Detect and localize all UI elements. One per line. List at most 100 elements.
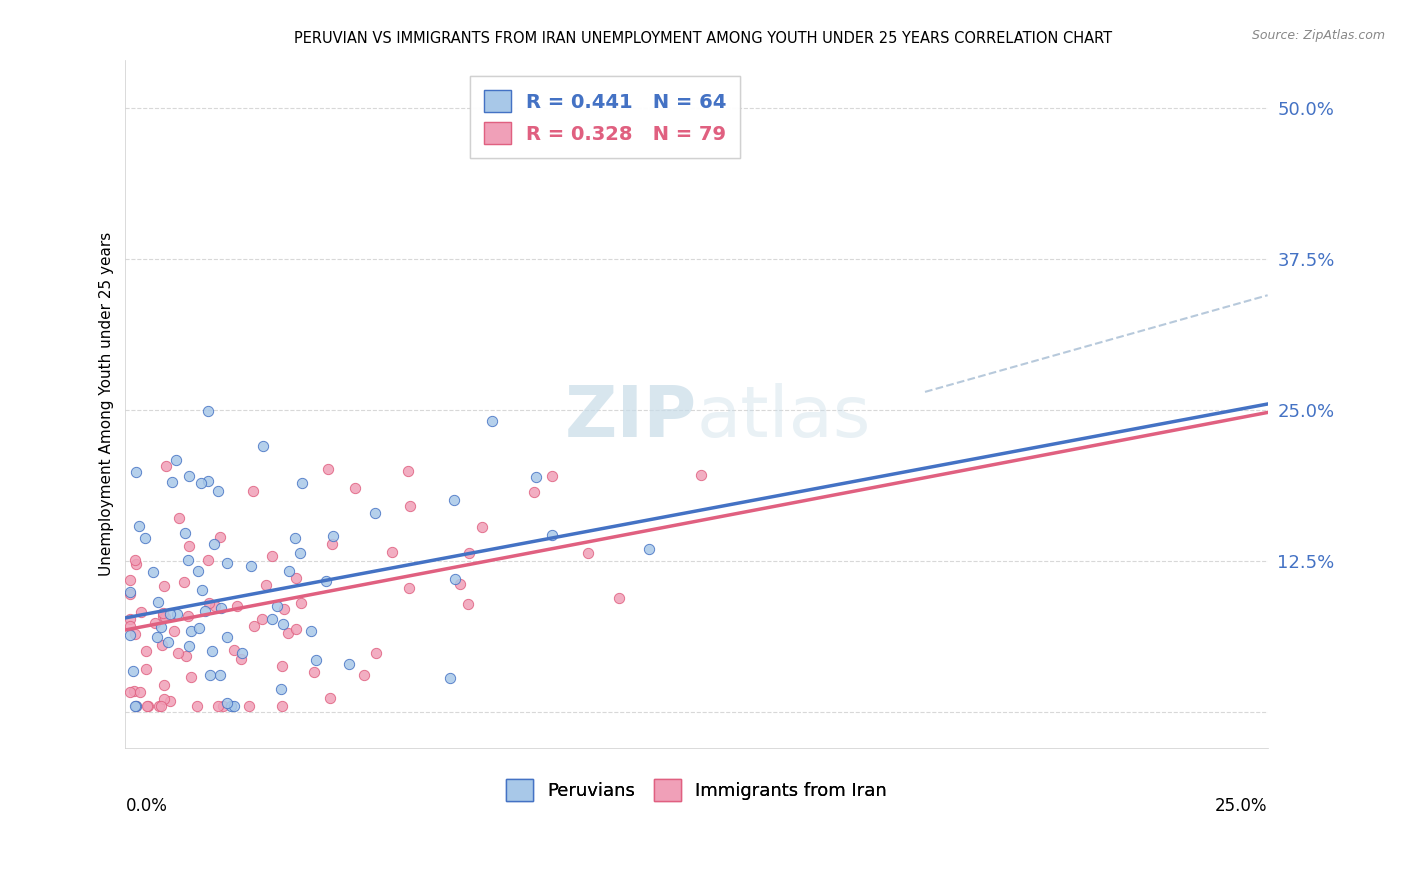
Point: [285, 571, 308, 585]
Point: [190, 475, 212, 490]
Point: [197, 553, 219, 567]
Point: [337, 657, 360, 672]
Point: [207, 483, 229, 498]
Point: [270, 682, 292, 697]
Point: [129, 606, 152, 620]
Point: [128, 519, 150, 533]
Point: [167, 511, 190, 525]
Point: [637, 542, 659, 557]
Text: ZIP: ZIP: [564, 384, 696, 452]
Point: [153, 677, 176, 691]
Point: [315, 574, 337, 588]
Point: [118, 618, 141, 632]
Point: [150, 620, 173, 634]
Point: [166, 607, 188, 622]
Point: [366, 646, 388, 660]
Point: [173, 574, 195, 589]
Point: [290, 596, 312, 610]
Point: [135, 644, 157, 658]
Point: [148, 595, 170, 609]
Point: [209, 601, 232, 615]
Point: [260, 549, 283, 563]
Point: [224, 643, 246, 657]
Point: [243, 619, 266, 633]
Point: [159, 694, 181, 708]
Point: [135, 662, 157, 676]
Point: [128, 684, 150, 698]
Point: [226, 599, 249, 614]
Point: [118, 628, 141, 642]
Point: [174, 649, 197, 664]
Point: [291, 476, 314, 491]
Point: [204, 599, 226, 613]
Point: [125, 557, 148, 571]
Point: [398, 582, 420, 596]
Point: [118, 584, 141, 599]
Point: [157, 635, 180, 649]
Point: [262, 612, 284, 626]
Point: [124, 553, 146, 567]
Point: [124, 699, 146, 714]
Legend: R = 0.441   N = 64, R = 0.328   N = 79: R = 0.441 N = 64, R = 0.328 N = 79: [470, 76, 741, 158]
Point: [187, 564, 209, 578]
Point: [149, 699, 172, 714]
Point: [212, 699, 235, 714]
Text: Source: ZipAtlas.com: Source: ZipAtlas.com: [1251, 29, 1385, 42]
Point: [125, 699, 148, 714]
Point: [152, 638, 174, 652]
Point: [288, 546, 311, 560]
Point: [364, 506, 387, 520]
Point: [523, 484, 546, 499]
Point: [238, 699, 260, 714]
Point: [284, 531, 307, 545]
Point: [266, 599, 288, 613]
Point: [146, 630, 169, 644]
Point: [439, 671, 461, 685]
Point: [254, 578, 277, 592]
Point: [125, 465, 148, 479]
Point: [165, 453, 187, 467]
Point: [353, 668, 375, 682]
Point: [277, 564, 299, 578]
Point: [444, 572, 467, 586]
Point: [152, 609, 174, 624]
Point: [450, 577, 472, 591]
Point: [122, 683, 145, 698]
Point: [321, 537, 343, 551]
Point: [174, 526, 197, 541]
Point: [322, 529, 344, 543]
Point: [471, 520, 494, 534]
Point: [197, 474, 219, 488]
Point: [305, 653, 328, 667]
Point: [180, 624, 202, 638]
Point: [526, 470, 548, 484]
Point: [187, 621, 209, 635]
Point: [221, 699, 243, 714]
Point: [155, 610, 177, 624]
Point: [381, 545, 404, 559]
Point: [160, 475, 183, 490]
Point: [125, 699, 148, 714]
Point: [396, 464, 419, 478]
Point: [576, 546, 599, 560]
Point: [177, 639, 200, 653]
Point: [122, 665, 145, 679]
Point: [148, 699, 170, 714]
Point: [252, 439, 274, 453]
Point: [176, 608, 198, 623]
Text: 0.0%: 0.0%: [125, 797, 167, 814]
Point: [224, 699, 246, 714]
Point: [209, 668, 232, 682]
Point: [319, 690, 342, 705]
Point: [118, 573, 141, 587]
Point: [277, 625, 299, 640]
Text: 25.0%: 25.0%: [1215, 797, 1268, 814]
Point: [198, 596, 221, 610]
Point: [135, 699, 157, 714]
Point: [190, 583, 212, 598]
Point: [689, 468, 711, 483]
Point: [177, 552, 200, 566]
Point: [318, 462, 340, 476]
Point: [204, 537, 226, 551]
Point: [399, 499, 422, 513]
